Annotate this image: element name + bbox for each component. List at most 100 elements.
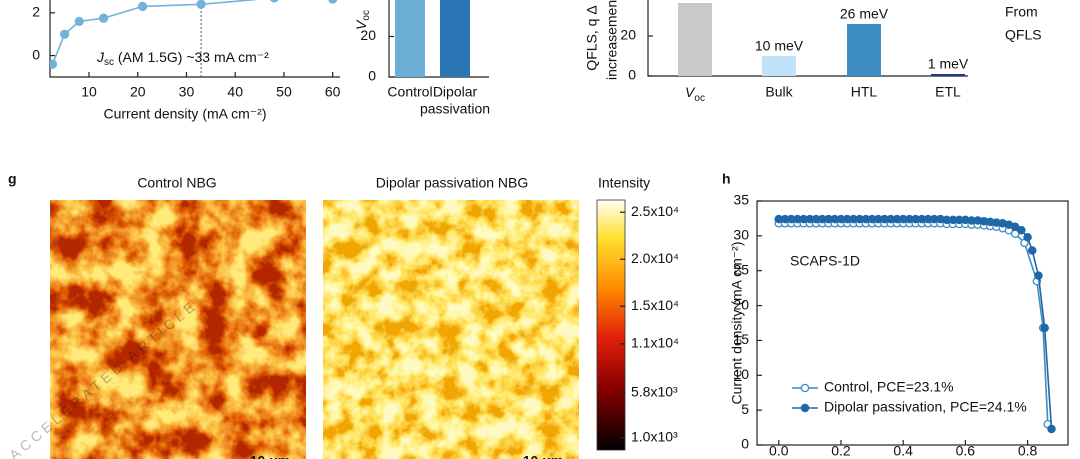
heatmap-image <box>50 200 306 459</box>
marker <box>1027 246 1037 255</box>
y-axis-label: increasement <box>604 0 620 80</box>
bar <box>931 74 965 76</box>
marker <box>1017 226 1026 235</box>
plot-frame <box>756 200 1069 446</box>
bar <box>678 3 712 76</box>
y-tick-label: 20 <box>360 27 376 43</box>
x-tick-label: 40 <box>227 84 243 100</box>
x-tick-label: 20 <box>130 84 146 100</box>
y-tick-label: 2 <box>32 4 40 20</box>
bar <box>847 24 881 76</box>
y-tick-label: 0 <box>368 68 376 84</box>
marker <box>59 29 70 39</box>
heatmap-title: Control NBG <box>137 175 216 191</box>
heatmap-title: Dipolar passivation NBG <box>376 175 529 191</box>
marker <box>270 0 279 3</box>
x-tick-label: 0.0 <box>769 443 789 459</box>
marker <box>1040 323 1049 333</box>
x-tick-label: 10 <box>81 84 97 100</box>
x-tick-label: 0.2 <box>831 443 851 459</box>
annotation: SCAPS-1D <box>790 253 860 269</box>
y-axis-label: QFLS, q Δ <box>584 5 600 70</box>
series-line <box>778 218 1053 430</box>
legend-marker <box>800 383 810 393</box>
bar <box>395 0 425 77</box>
x-tick-label: Voc <box>685 84 705 104</box>
x-tick-label: Control <box>387 84 432 100</box>
y-tick-label: 20 <box>620 27 636 43</box>
side-note: QFLS <box>1005 27 1042 43</box>
scale-bar-label: 10 μm <box>250 453 290 459</box>
marker <box>50 59 58 69</box>
x-tick-label: HTL <box>851 84 878 100</box>
colorbar-tick-label: 1.1x10⁴ <box>631 335 679 351</box>
marker <box>328 0 338 4</box>
bar <box>762 56 796 76</box>
label-subscript: oc <box>694 93 705 104</box>
marker <box>1023 233 1032 242</box>
x-tick-label: Bulk <box>765 84 793 100</box>
marker <box>137 1 148 12</box>
x-tick-label: 60 <box>325 84 341 100</box>
x-tick-label: 0.4 <box>893 443 913 459</box>
plot-area <box>50 0 338 77</box>
plot-area <box>395 0 470 77</box>
colorbar <box>596 199 626 451</box>
value-label: 10 meV <box>755 38 804 54</box>
label-main: V <box>685 84 696 100</box>
y-tick-label: 0 <box>628 67 636 83</box>
legend-label: Control, PCE=23.1% <box>824 379 954 395</box>
marker <box>1010 222 1020 232</box>
marker <box>1047 424 1056 434</box>
y-axis-label: Current density (mA cm⁻²) <box>729 242 745 405</box>
y-tick-label: 5 <box>741 401 749 417</box>
x-tick-label: 0.8 <box>1018 443 1038 459</box>
colorbar-label: Intensity <box>598 175 650 191</box>
colorbar-tick-label: 2.5x10⁴ <box>631 203 679 219</box>
y-tick-label: 10 <box>733 366 749 382</box>
marker <box>74 16 84 27</box>
y-tick-label: 30 <box>733 227 749 243</box>
colorbar-tick-label: 1.5x10⁴ <box>631 297 679 313</box>
x-tick-label: passivation <box>420 101 490 117</box>
y-tick-label: 0 <box>741 436 749 452</box>
x-tick-label: ETL <box>935 84 961 100</box>
marker <box>1034 271 1043 280</box>
x-axis-label: Current density (mA cm⁻²) <box>104 106 267 122</box>
label-subscript: oc <box>361 10 372 21</box>
y-tick-label: 20 <box>733 296 749 312</box>
legend-label: Dipolar passivation, PCE=24.1% <box>824 399 1027 415</box>
annotation-symbol: J <box>96 49 105 65</box>
y-axis-label: Voc <box>353 10 372 30</box>
scale-bar-label: 10 μm <box>523 453 563 459</box>
annotation-subscript: sc <box>104 57 114 68</box>
label-main: V <box>353 19 369 30</box>
panel-label: g <box>8 171 17 187</box>
y-tick-label: 25 <box>733 261 749 277</box>
plot-area <box>678 3 965 76</box>
colorbar-tick-label: 2.0x10⁴ <box>631 250 679 266</box>
panel-label: h <box>722 171 731 187</box>
x-tick-label: Dipolar <box>433 84 478 100</box>
y-tick-label: 0 <box>32 46 40 62</box>
annotation: Jsc (AM 1.5G) ~33 mA cm⁻² <box>96 49 269 68</box>
x-tick-label: 30 <box>179 84 195 100</box>
colorbar-tick-label: 1.0x10³ <box>631 428 678 444</box>
x-tick-label: 50 <box>276 84 292 100</box>
colorbar-tick-label: 5.8x10³ <box>631 383 678 399</box>
heatmap-image <box>323 200 579 459</box>
annotation-text: (AM 1.5G) ~33 mA cm⁻² <box>114 49 269 65</box>
side-note: From <box>1005 4 1038 20</box>
axes <box>49 0 340 78</box>
bar <box>440 0 470 77</box>
plot-area <box>774 214 1056 434</box>
value-label: 1 meV <box>928 56 969 72</box>
y-tick-label: 35 <box>733 192 749 208</box>
y-tick-label: 15 <box>733 331 749 347</box>
marker <box>196 0 206 9</box>
value-label: 26 meV <box>840 6 889 22</box>
x-tick-label: 0.6 <box>956 443 976 459</box>
legend-marker <box>800 403 810 413</box>
marker <box>98 13 109 23</box>
